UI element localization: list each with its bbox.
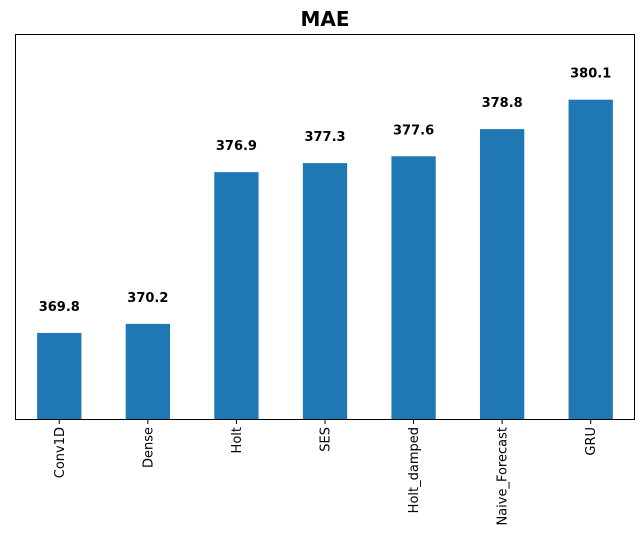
- chart-title: MAE: [300, 7, 349, 31]
- value-label-holt-damped: 377.6: [393, 123, 434, 138]
- value-label-holt: 376.9: [216, 139, 257, 154]
- x-tick-label-holt-damped: Holt_damped: [407, 427, 422, 513]
- bar-naive-forecast: [480, 129, 525, 419]
- x-tick-label-naive-forecast: Naive_Forecast: [496, 427, 511, 526]
- x-tick-label-ses: SES: [319, 427, 334, 452]
- bar-dense: [125, 323, 170, 419]
- x-tick-label-dense: Dense: [141, 427, 156, 468]
- bar-gru: [568, 99, 613, 420]
- bar-holt-damped: [391, 156, 436, 420]
- value-label-gru: 380.1: [570, 67, 611, 82]
- value-label-conv1d: 369.8: [39, 300, 80, 315]
- value-labels-group: 369.8 370.2 376.9 377.3 377.6 378.8 380.1: [39, 67, 612, 315]
- x-tick-label-holt: Holt: [230, 427, 245, 453]
- bar-conv1d: [37, 332, 82, 419]
- x-axis-ticks-group: [58, 419, 592, 424]
- x-tick-label-conv1d: Conv1D: [53, 427, 68, 478]
- value-label-naive-forecast: 378.8: [482, 96, 523, 111]
- x-axis-tick-labels-group: Conv1D Dense Holt SES Holt_damped Naive_Forec…: [53, 427, 599, 526]
- value-label-dense: 370.2: [127, 291, 168, 306]
- value-label-ses: 377.3: [304, 130, 345, 145]
- x-tick-label-gru: GRU: [584, 427, 599, 456]
- bar-ses: [302, 163, 348, 419]
- bars-group: [37, 99, 613, 420]
- bar-holt: [214, 172, 259, 419]
